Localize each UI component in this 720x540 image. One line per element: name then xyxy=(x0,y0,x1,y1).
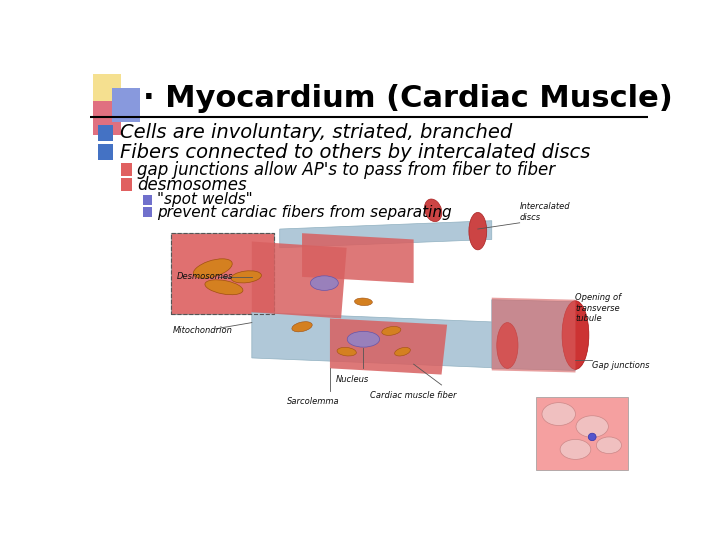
FancyBboxPatch shape xyxy=(143,194,153,205)
Text: Cardiac muscle fiber: Cardiac muscle fiber xyxy=(370,391,457,400)
FancyBboxPatch shape xyxy=(121,178,132,191)
Text: Cells are involuntary, striated, branched: Cells are involuntary, striated, branche… xyxy=(120,124,512,143)
Polygon shape xyxy=(492,298,575,373)
Ellipse shape xyxy=(337,347,356,356)
Text: Nucleus: Nucleus xyxy=(336,375,369,383)
Text: Intercalated
discs: Intercalated discs xyxy=(520,202,570,221)
Ellipse shape xyxy=(193,259,233,278)
Ellipse shape xyxy=(497,322,518,368)
Text: Fibers connected to others by intercalated discs: Fibers connected to others by intercalat… xyxy=(120,143,590,161)
Text: gap junctions allow AP's to pass from fiber to fiber: gap junctions allow AP's to pass from fi… xyxy=(138,160,556,179)
Polygon shape xyxy=(492,300,575,370)
Ellipse shape xyxy=(382,327,401,335)
Polygon shape xyxy=(252,241,347,319)
FancyBboxPatch shape xyxy=(93,75,121,109)
Ellipse shape xyxy=(588,433,596,441)
Ellipse shape xyxy=(576,416,608,437)
Text: · Myocardium (Cardiac Muscle): · Myocardium (Cardiac Muscle) xyxy=(143,84,672,112)
FancyBboxPatch shape xyxy=(143,207,153,218)
FancyBboxPatch shape xyxy=(112,88,140,122)
Ellipse shape xyxy=(596,437,621,454)
Ellipse shape xyxy=(395,347,410,356)
FancyBboxPatch shape xyxy=(99,125,113,141)
Text: Sarcolemma: Sarcolemma xyxy=(287,397,340,407)
Text: Opening of
transverse
tubule: Opening of transverse tubule xyxy=(575,294,621,323)
Ellipse shape xyxy=(310,276,338,291)
Ellipse shape xyxy=(560,440,591,460)
Ellipse shape xyxy=(205,280,243,295)
Text: "spot welds": "spot welds" xyxy=(157,192,253,207)
Polygon shape xyxy=(280,221,492,248)
Polygon shape xyxy=(330,319,447,375)
Ellipse shape xyxy=(231,271,261,283)
FancyBboxPatch shape xyxy=(93,102,121,136)
FancyBboxPatch shape xyxy=(171,233,274,314)
Ellipse shape xyxy=(354,298,372,306)
Ellipse shape xyxy=(542,403,575,426)
Ellipse shape xyxy=(469,212,487,250)
Ellipse shape xyxy=(562,301,589,369)
Ellipse shape xyxy=(347,332,379,347)
Text: Desmosomes: Desmosomes xyxy=(176,272,233,281)
FancyBboxPatch shape xyxy=(536,397,629,470)
Polygon shape xyxy=(252,312,508,368)
Text: prevent cardiac fibers from separating: prevent cardiac fibers from separating xyxy=(157,205,451,220)
Text: Mitochondrion: Mitochondrion xyxy=(173,326,233,335)
Text: Gap junctions: Gap junctions xyxy=(593,361,649,370)
FancyBboxPatch shape xyxy=(121,163,132,176)
FancyBboxPatch shape xyxy=(99,144,113,160)
Polygon shape xyxy=(302,233,413,283)
Text: desmosomes: desmosomes xyxy=(138,176,247,193)
Ellipse shape xyxy=(425,199,442,221)
Ellipse shape xyxy=(292,322,312,332)
